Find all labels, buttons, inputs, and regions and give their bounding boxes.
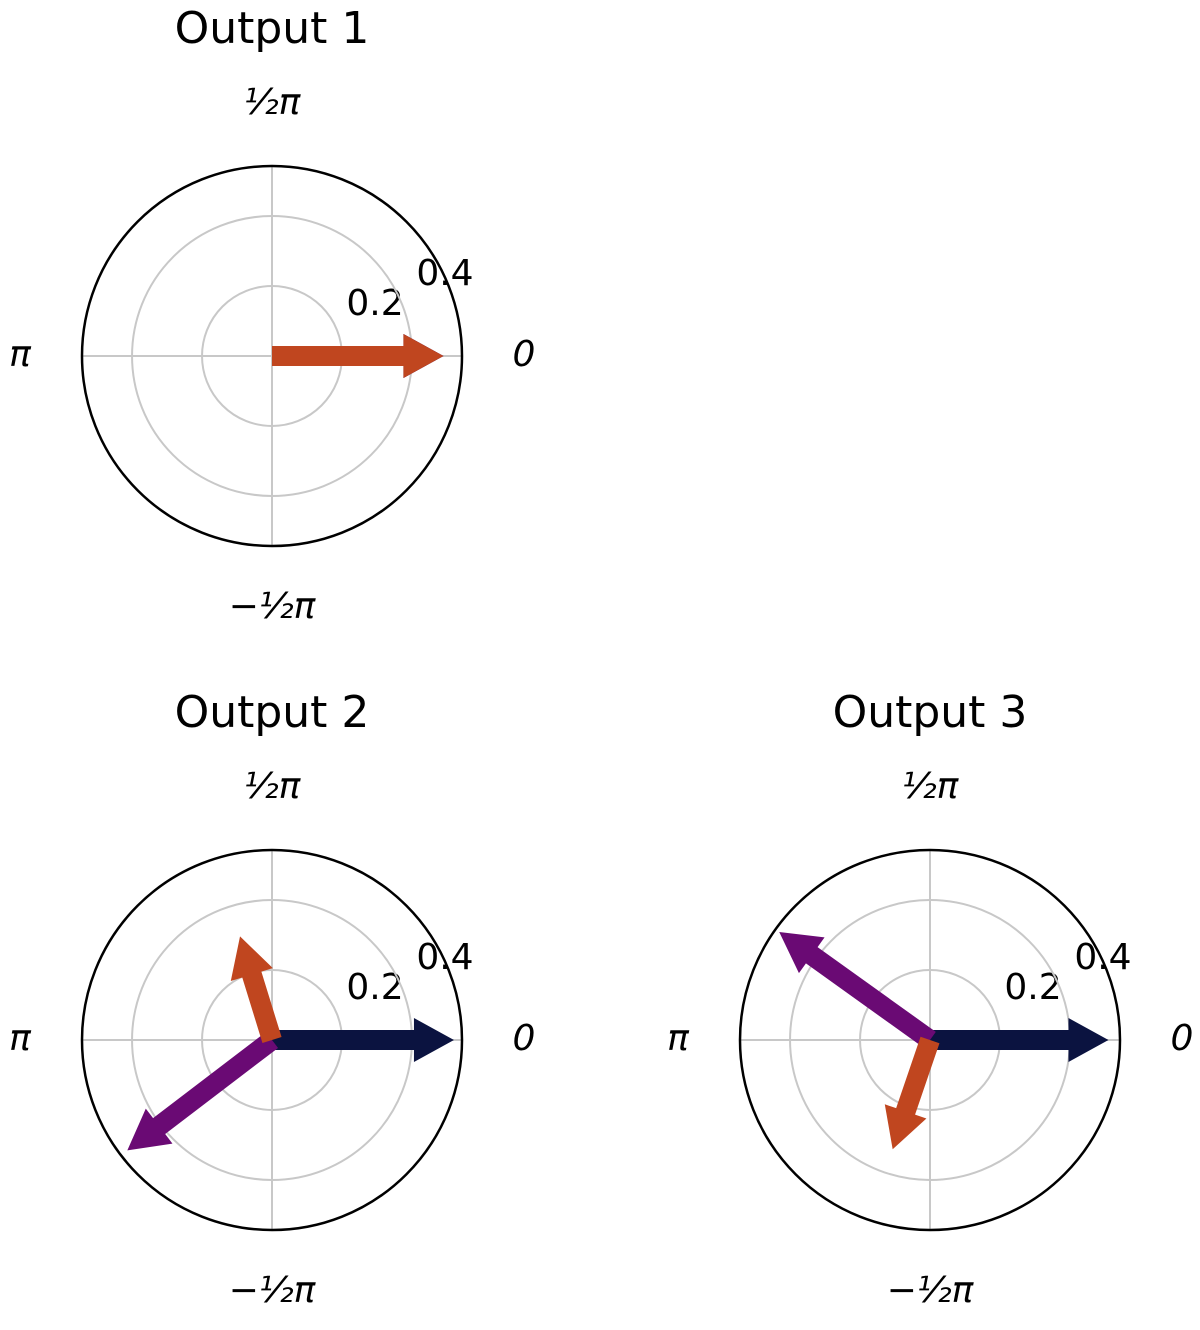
theta-tick-label: π: [9, 1018, 32, 1059]
polar-panel: Output 3 0 ½π π −½π 0.2 0.4: [667, 687, 1193, 1311]
r-tick-label: 0.4: [1074, 937, 1131, 978]
theta-tick-label: 0: [513, 1018, 536, 1059]
theta-tick-label: ½π: [244, 766, 302, 807]
arrow: [779, 932, 936, 1049]
panel-title: Output 3: [833, 687, 1028, 738]
theta-tick-label: 0: [1171, 1018, 1194, 1059]
polar-frame: [80, 848, 464, 1232]
theta-tick-label: −½π: [887, 1270, 975, 1311]
arrow: [930, 1018, 1109, 1062]
r-tick-label: 0.4: [416, 253, 473, 294]
arrow: [884, 1036, 940, 1150]
theta-tick-label: π: [9, 334, 32, 375]
theta-tick-label: −½π: [229, 1270, 317, 1311]
polar-frame: [738, 848, 1122, 1232]
r-tick-label: 0.2: [346, 283, 403, 324]
theta-tick-label: ½π: [902, 766, 960, 807]
polar-panel: Output 2 0 ½π π −½π 0.2 0.4: [9, 687, 535, 1311]
arrow: [127, 1032, 279, 1151]
r-tick-label: 0.4: [416, 937, 473, 978]
r-tick-label: 0.2: [346, 967, 403, 1008]
arrow: [272, 334, 444, 378]
arrow: [272, 1018, 454, 1062]
theta-tick-label: 0: [513, 334, 536, 375]
arrow: [230, 936, 282, 1043]
r-tick-label: 0.2: [1004, 967, 1061, 1008]
theta-tick-label: ½π: [244, 82, 302, 123]
polar-frame: [80, 164, 464, 548]
panel-title: Output 2: [175, 687, 370, 738]
theta-tick-label: π: [667, 1018, 690, 1059]
theta-tick-label: −½π: [229, 586, 317, 627]
polar-panel: Output 1 0 ½π π −½π 0.2 0.4: [9, 3, 535, 627]
panel-title: Output 1: [175, 3, 370, 54]
